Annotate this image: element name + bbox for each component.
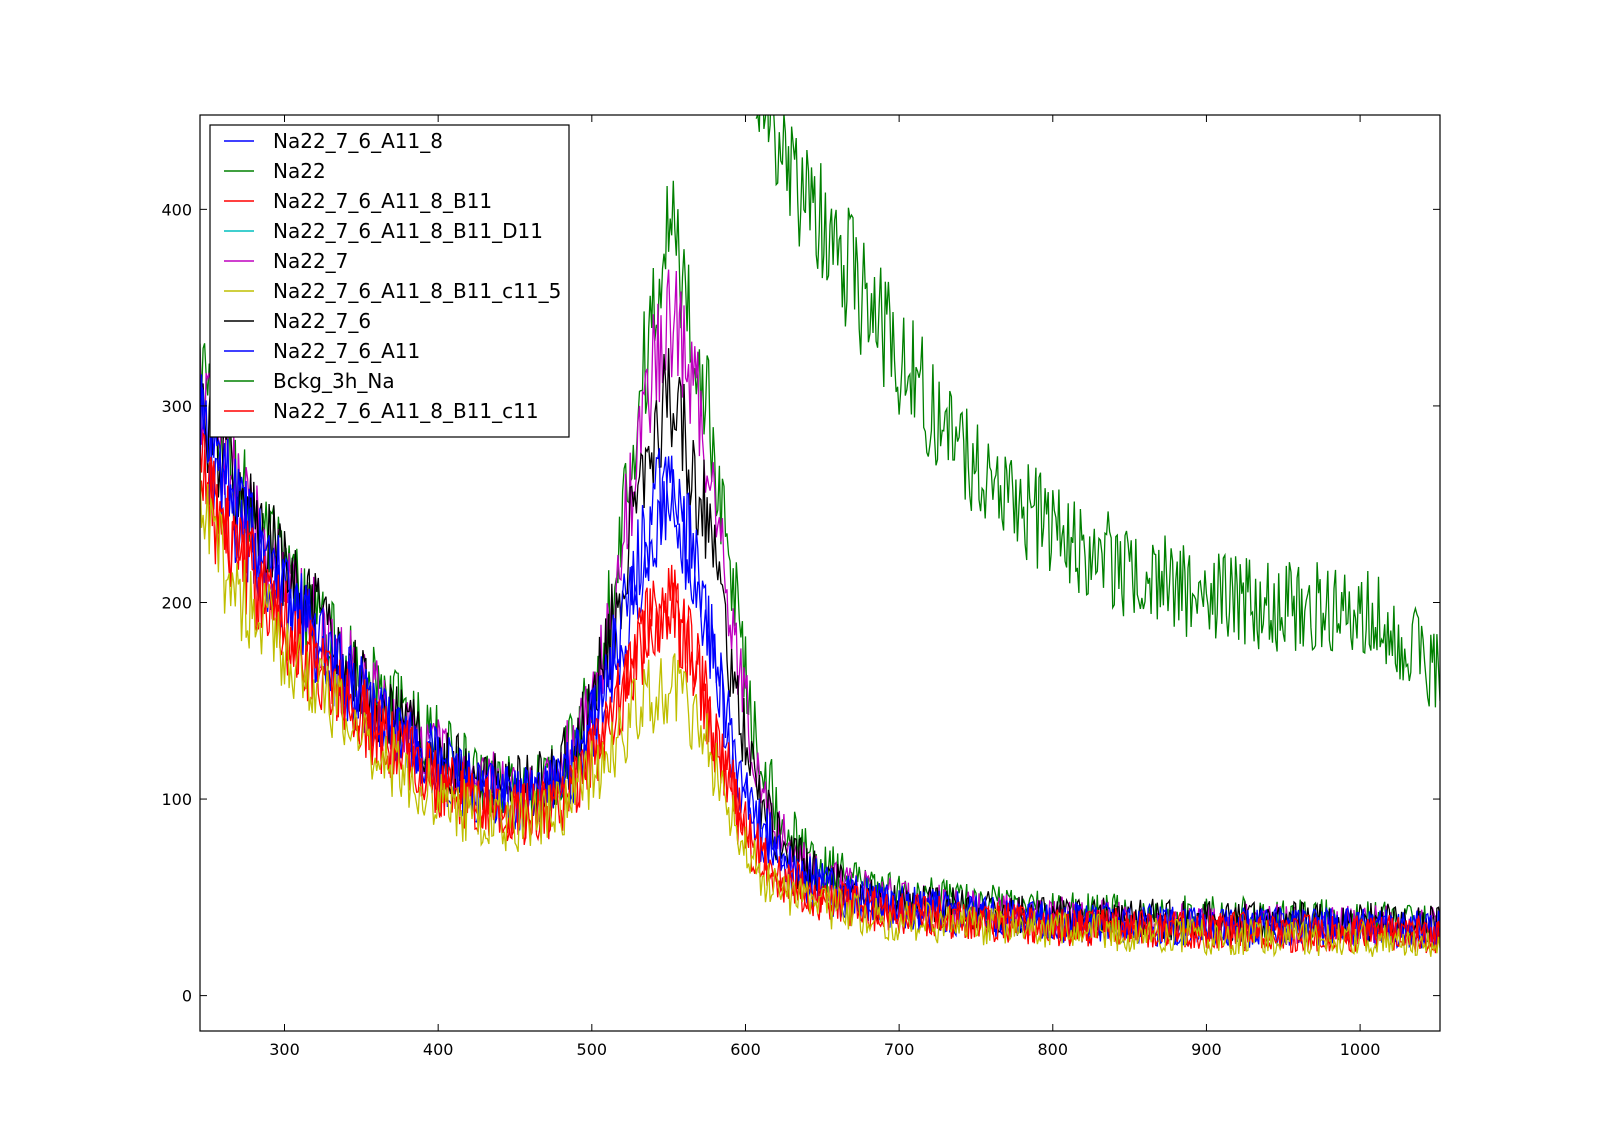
y-tick-label: 400 bbox=[161, 200, 192, 219]
legend-label: Na22_7_6_A11 bbox=[273, 339, 420, 363]
legend-label: Bckg_3h_Na bbox=[273, 369, 395, 393]
y-tick-label: 300 bbox=[161, 397, 192, 416]
legend-label: Na22_7_6_A11_8_B11_D11 bbox=[273, 219, 543, 243]
series-line-8 bbox=[755, 115, 1440, 708]
legend-box bbox=[209, 124, 570, 438]
x-tick-label: 1000 bbox=[1340, 1040, 1381, 1059]
legend-label: Na22_7_6_A11_8_B11_c11_5 bbox=[273, 279, 561, 303]
legend: Na22_7_6_A11_8 Na22 Na22_7_6_A11_8_B11 Na22… bbox=[209, 124, 570, 438]
legend-label: Na22 bbox=[273, 159, 326, 183]
series-layer bbox=[200, 115, 1440, 958]
series-line-5 bbox=[200, 464, 1440, 958]
legend-label: Na22_7_6 bbox=[273, 309, 371, 333]
x-tick-label: 300 bbox=[269, 1040, 300, 1059]
plot-frame bbox=[199, 114, 1441, 1032]
series-line-9 bbox=[200, 449, 1440, 954]
legend-label: Na22_7_6_A11_8 bbox=[273, 129, 443, 153]
axis-ticks: 300 400 500 600 700 800 900 1000 0 100 200 300 400 bbox=[161, 115, 1440, 1059]
y-tick-label: 200 bbox=[161, 593, 192, 612]
x-tick-label: 500 bbox=[577, 1040, 608, 1059]
y-tick-label: 100 bbox=[161, 790, 192, 809]
x-tick-label: 800 bbox=[1038, 1040, 1069, 1059]
y-tick-label: 0 bbox=[182, 987, 192, 1006]
x-tick-label: 700 bbox=[884, 1040, 915, 1059]
legend-label: Na22_7_6_A11_8_B11_c11 bbox=[273, 399, 539, 423]
x-tick-label: 900 bbox=[1191, 1040, 1222, 1059]
legend-label: Na22_7_6_A11_8_B11 bbox=[273, 189, 492, 213]
x-tick-label: 600 bbox=[730, 1040, 761, 1059]
legend-label: Na22_7 bbox=[273, 249, 348, 273]
x-tick-label: 400 bbox=[423, 1040, 454, 1059]
